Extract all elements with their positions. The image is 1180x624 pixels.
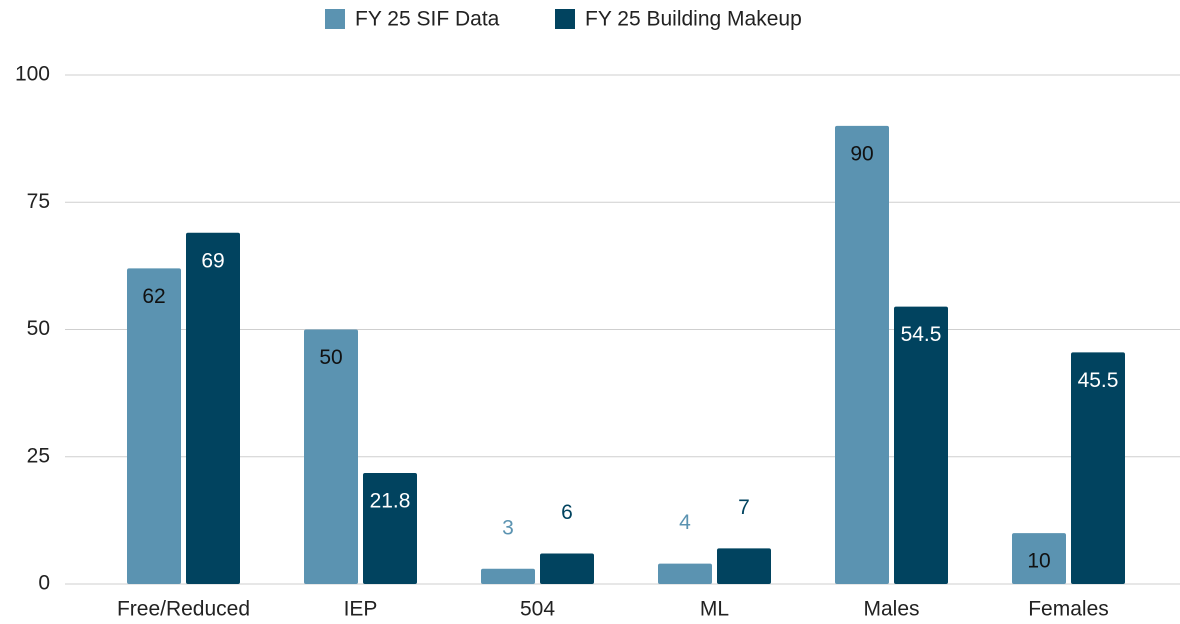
data-label: 10 — [1027, 550, 1050, 573]
y-tick-label: 0 — [38, 572, 50, 595]
legend-label: FY 25 SIF Data — [355, 8, 500, 31]
data-label: 54.5 — [901, 323, 942, 346]
bar — [894, 306, 948, 584]
x-tick-label: Females — [1028, 598, 1109, 621]
data-label: 90 — [850, 142, 873, 165]
legend-swatch — [555, 9, 575, 29]
data-label: 62 — [142, 285, 165, 308]
y-tick-label: 75 — [27, 190, 50, 213]
data-label: 21.8 — [370, 490, 411, 513]
data-label: 7 — [738, 496, 750, 519]
bar — [481, 568, 535, 584]
bar — [835, 125, 889, 585]
bar — [127, 268, 181, 584]
bar — [717, 548, 771, 584]
bar — [1012, 533, 1066, 584]
x-tick-label: Free/Reduced — [117, 598, 250, 621]
bar — [186, 232, 240, 585]
data-label: 3 — [502, 516, 514, 539]
y-tick-label: 100 — [15, 63, 50, 86]
x-tick-label: IEP — [344, 598, 378, 621]
x-tick-label: ML — [700, 598, 729, 621]
y-tick-label: 25 — [27, 444, 50, 467]
data-label: 50 — [319, 346, 342, 369]
data-label: 4 — [679, 511, 691, 534]
y-tick-label: 50 — [27, 317, 50, 340]
bar — [658, 563, 712, 584]
data-label: 69 — [201, 249, 224, 272]
legend-label: FY 25 Building Makeup — [585, 8, 802, 31]
data-label: 45.5 — [1078, 369, 1119, 392]
bar — [304, 329, 358, 584]
legend-swatch — [325, 9, 345, 29]
bar — [540, 553, 594, 584]
x-tick-label: Males — [863, 598, 919, 621]
data-label: 6 — [561, 501, 573, 524]
bar — [363, 473, 417, 584]
bar — [1071, 352, 1125, 584]
x-tick-label: 504 — [520, 598, 555, 621]
